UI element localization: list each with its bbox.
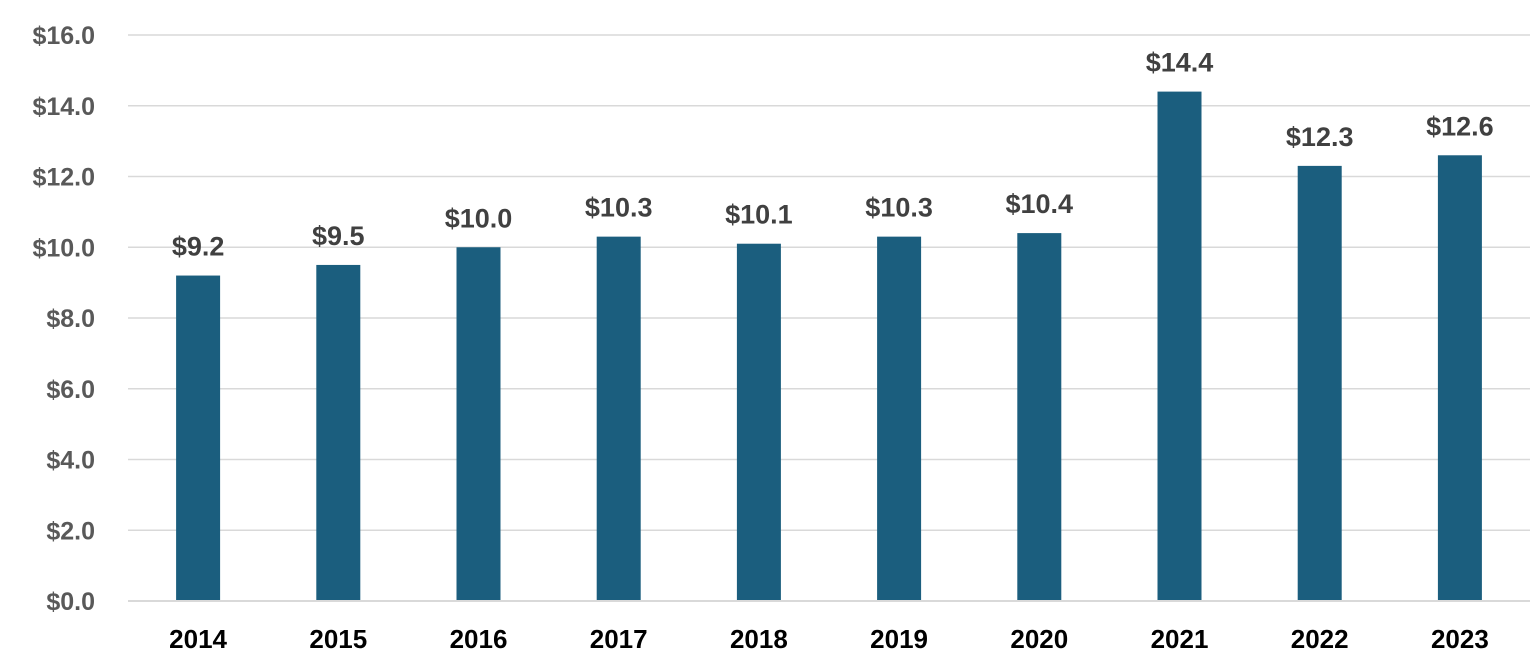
x-tick-label-2014: 2014 — [169, 624, 227, 654]
y-axis: $0.0 $2.0 $4.0 $6.0 $8.0 $10.0 $12.0 $14.0 $16.0 — [32, 22, 95, 616]
x-tick-label-2021: 2021 — [1151, 624, 1209, 654]
y-tick-label: $8.0 — [46, 305, 95, 333]
bar-2018 — [736, 243, 781, 601]
data-labels: $9.2 $9.5 $10.0 $10.3 $10.1 $10.3 $10.4 $14.4 $1… — [172, 48, 1494, 262]
y-tick-label: $12.0 — [32, 164, 95, 192]
data-label-2020: $10.4 — [1006, 189, 1074, 219]
bar-2014 — [176, 275, 221, 601]
x-tick-label-2023: 2023 — [1431, 624, 1489, 654]
y-tick-label: $6.0 — [46, 376, 95, 404]
bar-2016 — [456, 247, 501, 601]
data-label-2023: $12.6 — [1426, 111, 1494, 141]
x-tick-label-2018: 2018 — [730, 624, 788, 654]
grid-lines — [128, 34, 1530, 531]
x-tick-label-2017: 2017 — [590, 624, 648, 654]
y-tick-label: $4.0 — [46, 447, 95, 475]
data-label-2014: $9.2 — [172, 232, 225, 262]
y-tick-label: $14.0 — [32, 93, 95, 121]
bars — [176, 91, 1482, 601]
data-label-2015: $9.5 — [312, 221, 365, 251]
data-label-2017: $10.3 — [585, 193, 653, 223]
data-label-2022: $12.3 — [1286, 122, 1354, 152]
data-label-2021: $14.4 — [1146, 48, 1214, 78]
data-label-2016: $10.0 — [445, 203, 513, 233]
x-tick-label-2020: 2020 — [1010, 624, 1068, 654]
bar-2015 — [316, 264, 361, 601]
bar-2017 — [596, 236, 641, 601]
x-tick-label-2022: 2022 — [1291, 624, 1349, 654]
x-axis: 2014 2015 2016 2017 2018 2019 2020 2021 2022 2023 — [128, 600, 1530, 654]
y-tick-label: $0.0 — [46, 588, 95, 616]
data-label-2019: $10.3 — [865, 193, 933, 223]
y-tick-label: $2.0 — [46, 517, 95, 545]
data-label-2018: $10.1 — [725, 200, 793, 230]
bar-2023 — [1437, 155, 1482, 601]
x-tick-label-2016: 2016 — [450, 624, 508, 654]
bar-2019 — [877, 236, 922, 601]
y-tick-label: $16.0 — [32, 22, 95, 50]
bar-2022 — [1297, 165, 1342, 601]
x-tick-label-2015: 2015 — [309, 624, 367, 654]
x-tick-label-2019: 2019 — [870, 624, 928, 654]
bar-2021 — [1157, 91, 1202, 601]
bar-2020 — [1017, 233, 1062, 601]
y-tick-label: $10.0 — [32, 234, 95, 262]
